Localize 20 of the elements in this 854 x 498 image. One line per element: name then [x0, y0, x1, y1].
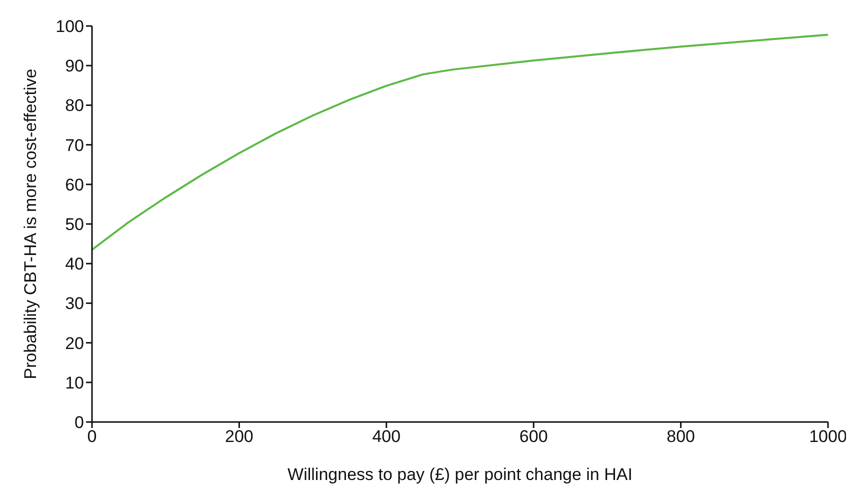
x-tick-label: 800 [666, 427, 695, 446]
y-tick-label: 40 [65, 254, 84, 274]
y-tick-label: 80 [65, 96, 84, 116]
x-tick-label: 1000 [809, 427, 847, 446]
y-tick-label: 30 [65, 294, 84, 314]
y-tick-label: 60 [65, 175, 84, 194]
x-axis-title: Willingness to pay (£) per point change in HAI [288, 465, 632, 484]
x-tick-label: 600 [519, 427, 548, 446]
y-tick-label: 90 [65, 56, 84, 76]
y-tick-label: 0 [74, 413, 84, 432]
x-tick-label: 0 [87, 427, 97, 446]
line-series [92, 34, 828, 251]
y-tick-label: 20 [65, 334, 84, 353]
x-tick-label: 400 [372, 427, 401, 446]
y-axis-title: Probability CBT-HA is more cost-effective [21, 68, 40, 380]
x-tick-label: 200 [225, 427, 254, 446]
y-tick-label: 50 [65, 215, 84, 234]
y-tick-label: 70 [65, 136, 84, 155]
y-tick-label: 100 [56, 17, 84, 36]
y-tick-label: 10 [65, 373, 84, 392]
